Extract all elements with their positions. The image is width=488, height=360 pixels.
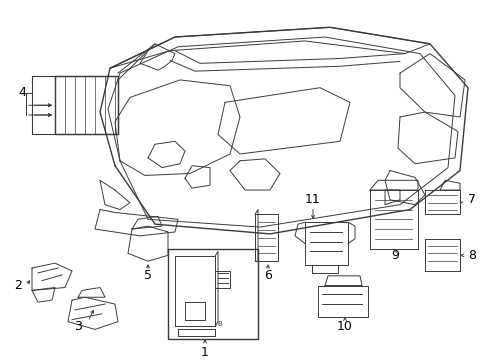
Text: 10: 10	[336, 320, 352, 333]
Text: 7: 7	[467, 193, 475, 206]
Text: 1: 1	[201, 346, 208, 359]
Text: 8: 8	[467, 249, 475, 262]
Text: 3: 3	[74, 320, 81, 333]
Text: B: B	[217, 320, 222, 327]
Text: 6: 6	[264, 269, 271, 282]
Text: 2: 2	[14, 279, 22, 292]
Text: 5: 5	[143, 269, 152, 282]
Text: 9: 9	[390, 249, 398, 262]
Text: 11: 11	[305, 193, 320, 206]
Text: 4: 4	[18, 86, 26, 99]
